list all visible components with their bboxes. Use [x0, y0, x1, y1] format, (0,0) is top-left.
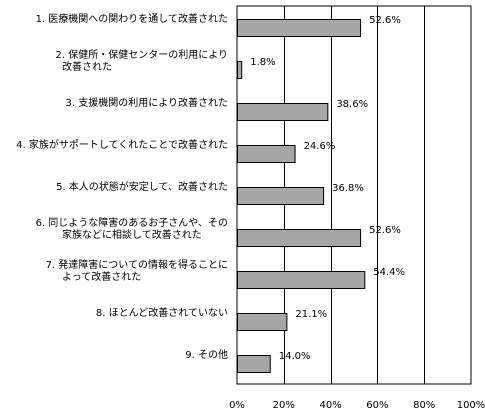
category-label-line: 7. 発達障害についての情報を得ることに	[46, 258, 228, 271]
category-label-1: 1. 医療機関への関わりを通して改善された	[36, 12, 228, 25]
bar-1	[237, 19, 362, 37]
category-label-2: 2. 保健所・保健センターの利用により改善された	[55, 48, 228, 73]
category-label-line: 8. ほとんど改善されていない	[96, 306, 228, 319]
x-tick-label: 40%	[319, 400, 341, 411]
x-tick-label: 60%	[366, 400, 388, 411]
category-label-line: 6. 同じような障害のあるお子さんや、その	[36, 216, 228, 229]
value-label-7: 54.4%	[373, 267, 405, 278]
x-tick-label: 80%	[413, 400, 435, 411]
bar-8	[237, 313, 288, 331]
category-label-8: 8. ほとんど改善されていない	[96, 306, 228, 319]
tick-layer: 0% 20% 40% 60% 80% 100%	[229, 400, 485, 411]
x-tick-label: 0%	[229, 400, 245, 411]
category-label-line: 改善された	[62, 60, 112, 73]
bar-6	[237, 229, 362, 247]
bar-4	[237, 145, 296, 163]
value-label-1: 52.6%	[369, 15, 401, 26]
value-label-4: 24.6%	[304, 141, 336, 152]
value-label-8: 21.1%	[295, 309, 327, 320]
label-layer: 52.6% 1. 医療機関への関わりを通して改善された 1.8% 2. 保健所・保健セ…	[16, 12, 405, 362]
x-tick-label: 20%	[273, 400, 295, 411]
category-label-4: 4. 家族がサポートしてくれたことで改善された	[16, 138, 228, 151]
bar-layer	[237, 19, 366, 373]
bar-5	[237, 187, 325, 205]
value-label-3: 38.6%	[336, 99, 368, 110]
category-label-line: 9. その他	[185, 348, 228, 361]
category-label-7: 7. 発達障害についての情報を得ることによって改善された	[46, 258, 228, 283]
category-label-6: 6. 同じような障害のあるお子さんや、その家族などに相談して改善された	[36, 216, 228, 241]
category-label-3: 3. 支援機関の利用により改善された	[65, 96, 228, 109]
value-label-9: 14.0%	[279, 351, 311, 362]
bar-9	[237, 355, 271, 373]
x-tick-label: 100%	[457, 400, 485, 411]
bar-3	[237, 103, 329, 121]
category-label-line: 3. 支援機関の利用により改善された	[65, 96, 228, 109]
category-label-line: 1. 医療機関への関わりを通して改善された	[36, 12, 228, 25]
bar-7	[237, 271, 366, 289]
category-label-5: 5. 本人の状態が安定して、改善された	[56, 180, 228, 193]
value-label-6: 52.6%	[369, 225, 401, 236]
category-label-line: 5. 本人の状態が安定して、改善された	[56, 180, 228, 193]
category-label-9: 9. その他	[185, 348, 228, 361]
category-label-line: よって改善された	[62, 270, 141, 283]
category-label-line: 家族などに相談して改善された	[62, 228, 202, 241]
category-label-line: 4. 家族がサポートしてくれたことで改善された	[16, 138, 228, 151]
category-label-line: 2. 保健所・保健センターの利用により	[55, 48, 228, 61]
value-label-5: 36.8%	[332, 183, 364, 194]
plot-frame	[236, 5, 472, 385]
value-label-2: 1.8%	[250, 57, 275, 68]
bar-2	[237, 61, 243, 79]
